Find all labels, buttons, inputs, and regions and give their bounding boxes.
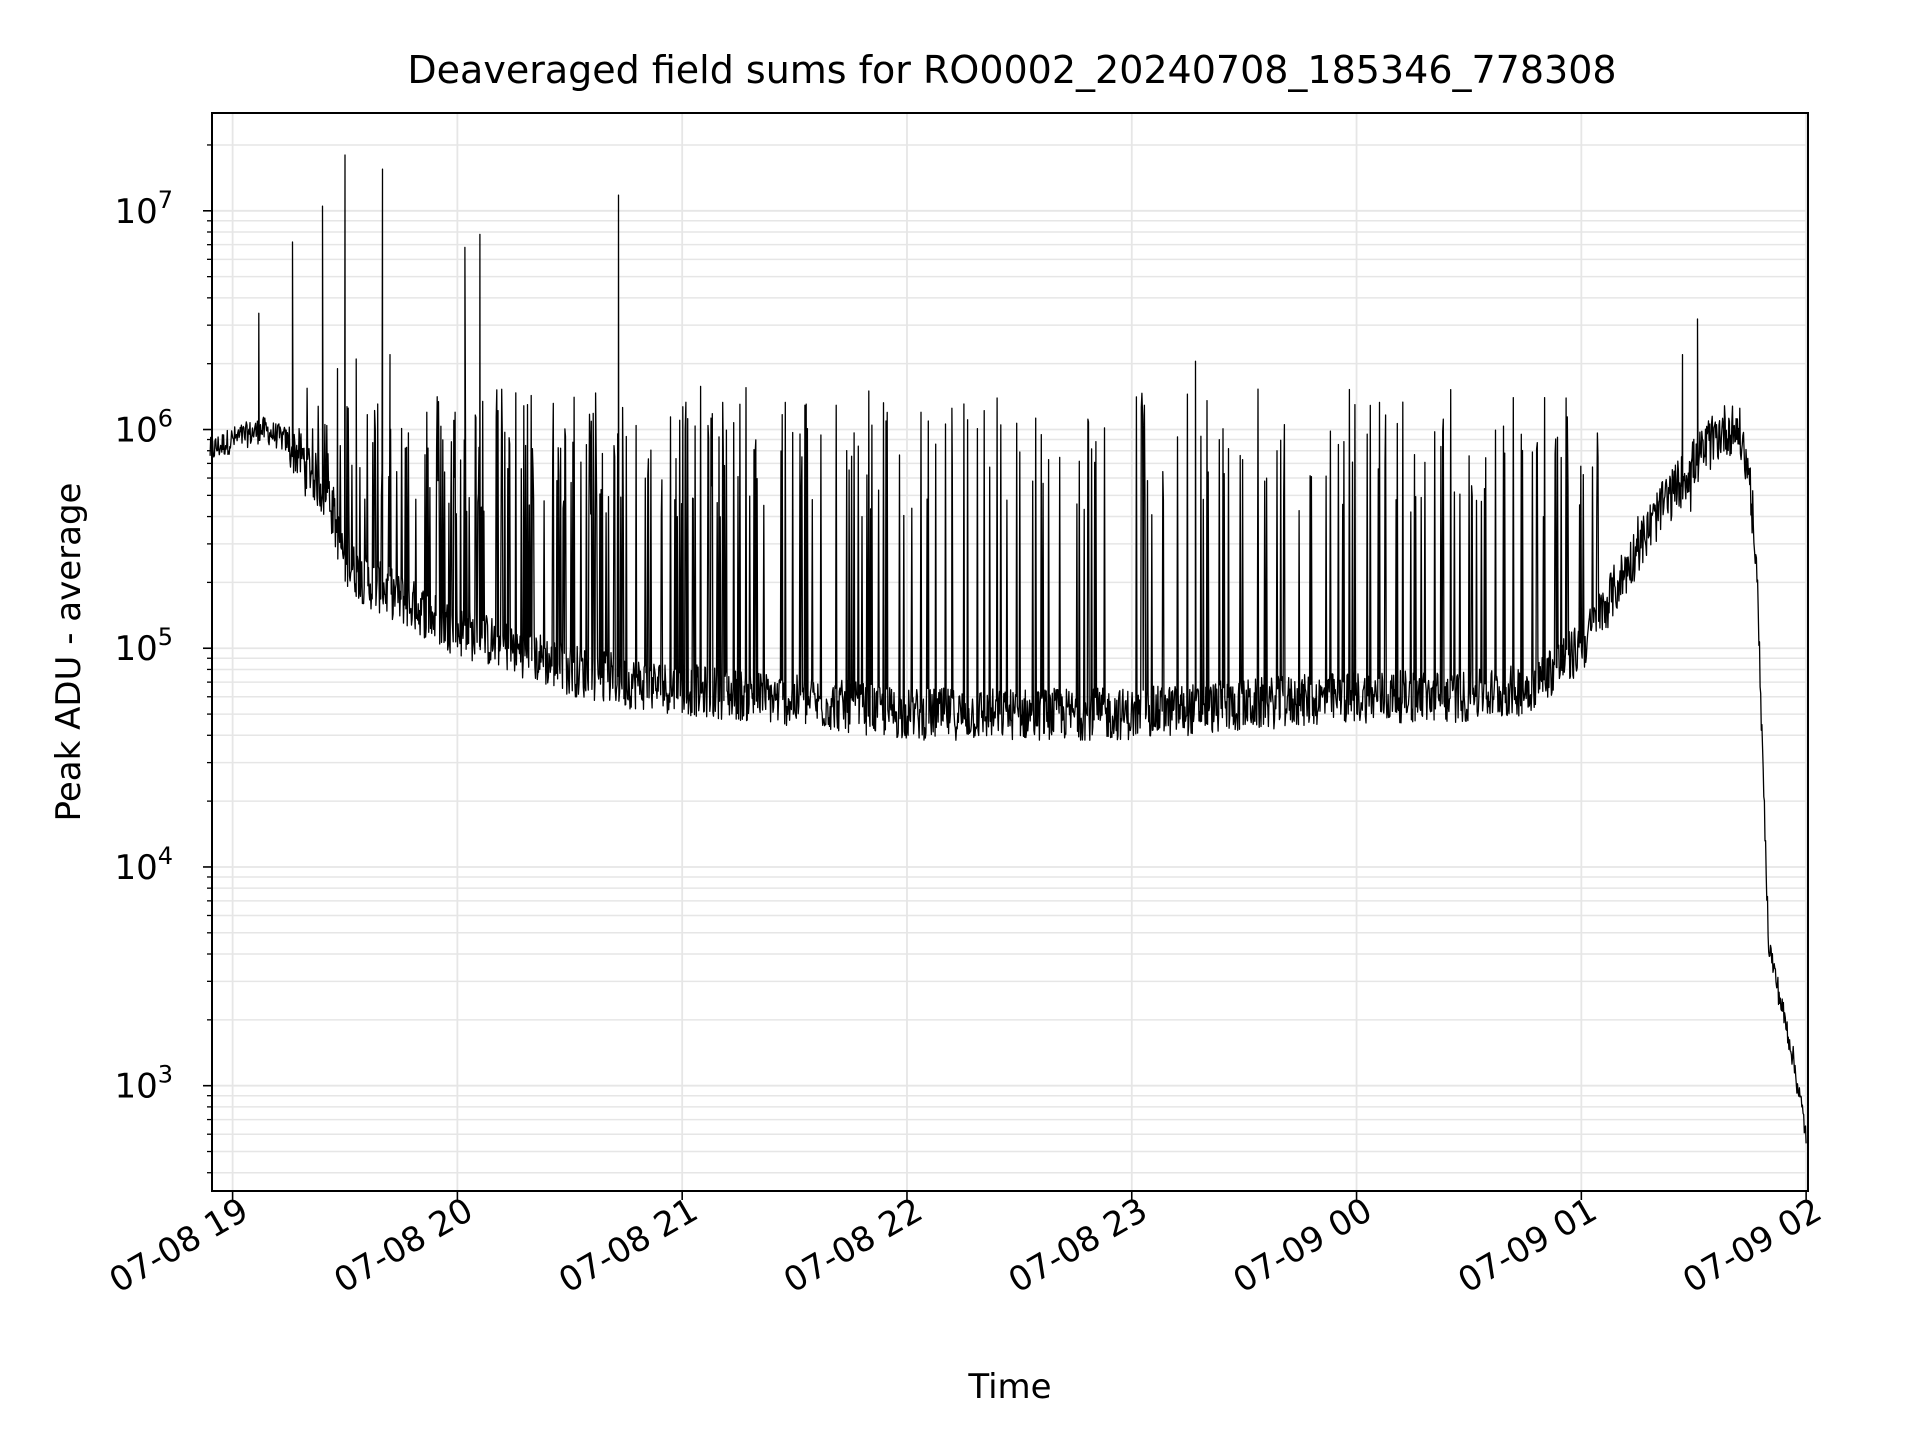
y-tick-label: 104 [114, 842, 173, 888]
y-tick-label: 107 [114, 186, 173, 232]
plot-area [209, 154, 1807, 1144]
y-axis: 103 104 105 106 107 [114, 144, 212, 1174]
y-tick-label: 103 [114, 1061, 173, 1107]
chart-title: Deaveraged field sums for RO0002_2024070… [407, 48, 1616, 92]
y-axis-label: Peak ADU - average [49, 483, 89, 822]
series-line [209, 154, 1807, 1144]
grid [212, 113, 1808, 1191]
y-tick-label: 105 [114, 623, 173, 669]
x-axis-label: Time [967, 1367, 1051, 1407]
plot-frame [211, 112, 1809, 1192]
y-tick-label: 106 [114, 405, 173, 451]
